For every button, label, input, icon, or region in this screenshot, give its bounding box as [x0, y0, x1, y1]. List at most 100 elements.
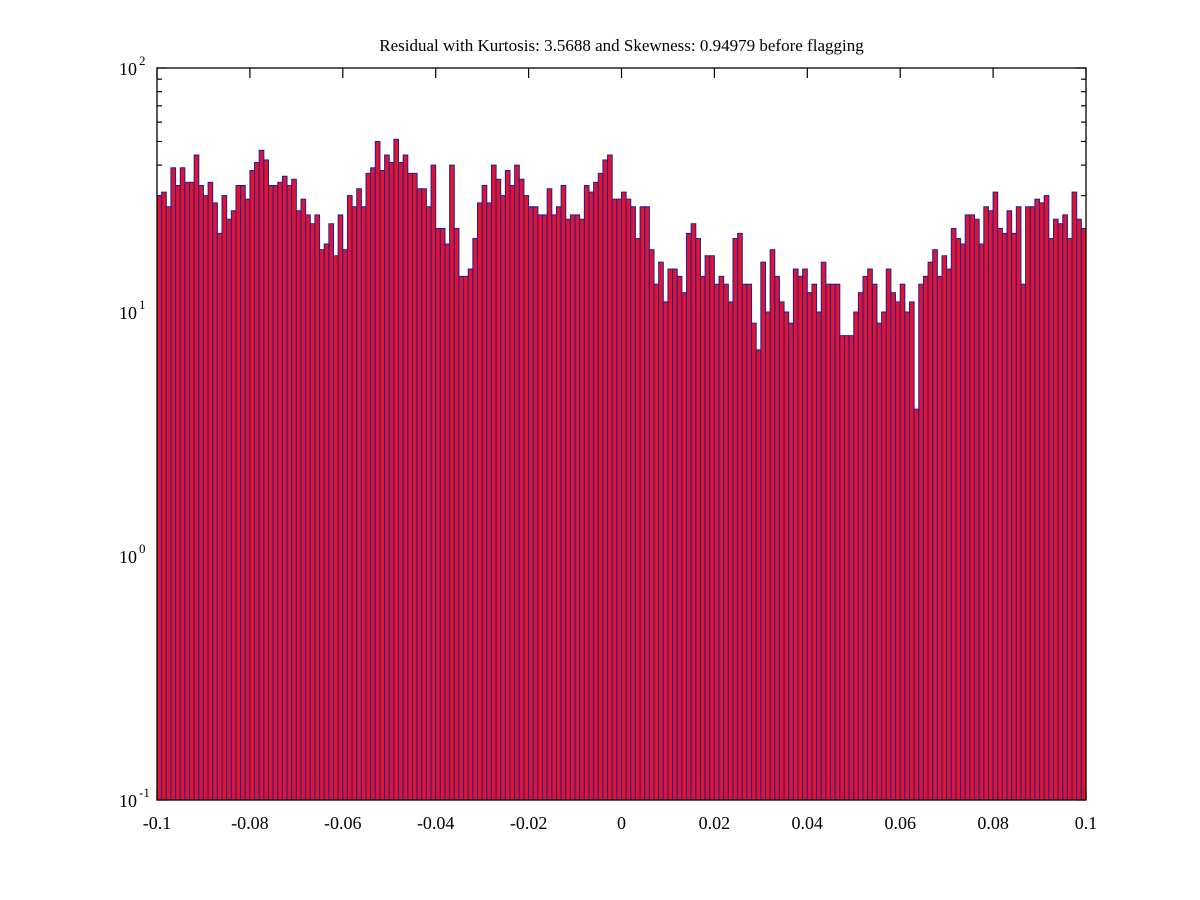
histogram-bar — [198, 184, 204, 801]
histogram-bar — [435, 227, 441, 801]
histogram-bar — [305, 214, 311, 801]
histogram-bar — [704, 255, 711, 801]
x-tick-label: -0.02 — [510, 813, 548, 833]
histogram-bar — [867, 268, 873, 801]
histogram-bar — [161, 191, 167, 801]
y-tick-label-base: 10 — [119, 791, 137, 811]
histogram-bar — [411, 172, 418, 801]
histogram-bar — [555, 206, 562, 801]
histogram-bar — [216, 232, 223, 801]
histogram-bar — [769, 249, 776, 801]
plot-border — [156, 67, 1087, 801]
histogram-bar — [890, 292, 897, 801]
chart-title: Residual with Kurtosis: 3.5688 and Skewn… — [379, 36, 864, 55]
histogram-bar — [913, 408, 920, 801]
histogram-bar — [676, 275, 683, 801]
histogram-bar — [277, 181, 283, 801]
histogram-bar — [686, 232, 692, 801]
x-tick-label: -0.06 — [324, 813, 362, 833]
histogram-bar — [546, 188, 553, 801]
histogram-bar — [230, 210, 237, 801]
histogram-bar — [843, 335, 850, 801]
histogram-bar — [597, 172, 604, 801]
histogram-bar — [918, 283, 924, 801]
histogram-bar — [263, 159, 269, 801]
histogram-bar — [235, 184, 242, 801]
histogram-bar — [458, 275, 465, 801]
histogram-bar — [927, 261, 934, 801]
histogram-bar — [783, 311, 790, 801]
y-tick-label-exponent: 2 — [139, 53, 146, 68]
histogram-bar — [272, 184, 279, 801]
histogram-bar — [170, 167, 177, 801]
histogram-bar — [862, 275, 869, 801]
histogram-bar — [639, 206, 646, 801]
histogram-bar — [1029, 206, 1036, 801]
histogram-bar — [811, 283, 818, 801]
histogram-bar — [992, 191, 999, 801]
histogram-bar — [175, 184, 181, 801]
histogram-bar — [1020, 283, 1027, 801]
histogram-bar — [240, 184, 246, 801]
histogram-bar — [709, 255, 715, 801]
histogram-bar — [1080, 227, 1087, 801]
histogram-bar — [444, 243, 451, 801]
histogram-bar — [212, 202, 218, 801]
x-axis-labels: -0.1 -0.08 -0.06 -0.04 -0.02 0 0.02 0.04 0.06 0.0… — [143, 813, 1098, 833]
histogram-bar — [509, 184, 516, 801]
histogram-bar — [1062, 214, 1068, 801]
histogram-bar — [760, 261, 766, 801]
histogram-bar — [416, 188, 423, 801]
histogram-bar — [983, 206, 989, 801]
histogram-bar — [802, 268, 808, 801]
histogram-bar — [741, 283, 748, 801]
histogram-bar — [463, 275, 469, 801]
histogram-bar — [398, 161, 404, 801]
histogram-bar — [922, 275, 929, 801]
histogram-bar — [254, 161, 260, 801]
histogram-bar — [732, 238, 739, 801]
histogram-bar — [616, 198, 622, 801]
histogram-bar — [737, 232, 743, 801]
histogram-bar — [634, 238, 641, 801]
histogram-bar — [602, 159, 609, 801]
histogram-bar — [681, 292, 688, 801]
histogram-bar — [1025, 206, 1031, 801]
histogram-bar — [267, 184, 274, 801]
histogram-bar — [630, 206, 636, 801]
histogram-bar — [1057, 223, 1064, 801]
histogram-bar — [542, 214, 548, 801]
histogram-bar — [895, 301, 901, 801]
histogram-bar — [727, 301, 734, 801]
x-tick-label: 0.06 — [884, 813, 916, 833]
histogram-bar — [439, 227, 446, 801]
histogram-bar — [323, 243, 330, 801]
histogram-bar — [765, 311, 771, 801]
histogram-bar — [936, 275, 943, 801]
histogram-bar — [453, 227, 460, 801]
histogram-bar — [189, 181, 195, 801]
histogram-bar — [1001, 232, 1008, 801]
histogram-bar — [932, 249, 938, 801]
histogram-bar — [202, 195, 209, 801]
histogram-bar — [379, 170, 386, 801]
histogram-bar — [969, 214, 976, 801]
histogram-bar — [291, 178, 297, 801]
y-tick-label-exponent: 0 — [139, 541, 146, 556]
histogram-bar — [179, 167, 186, 801]
histogram-bar — [839, 335, 845, 801]
histogram-bar — [755, 349, 762, 801]
histogram-bar — [1015, 206, 1022, 801]
histogram-bar — [244, 198, 251, 801]
histogram-bar — [997, 227, 1003, 801]
histogram-bar — [853, 311, 859, 801]
histogram-bar — [974, 218, 980, 801]
histogram-bar — [848, 335, 855, 801]
histogram-bar — [987, 210, 994, 801]
histogram-bar — [881, 311, 887, 801]
histogram-bar — [518, 178, 525, 801]
x-tick-label: -0.1 — [143, 813, 172, 833]
histogram-bar — [537, 214, 544, 801]
histogram-bar — [653, 283, 660, 801]
histogram-bar — [569, 214, 576, 801]
